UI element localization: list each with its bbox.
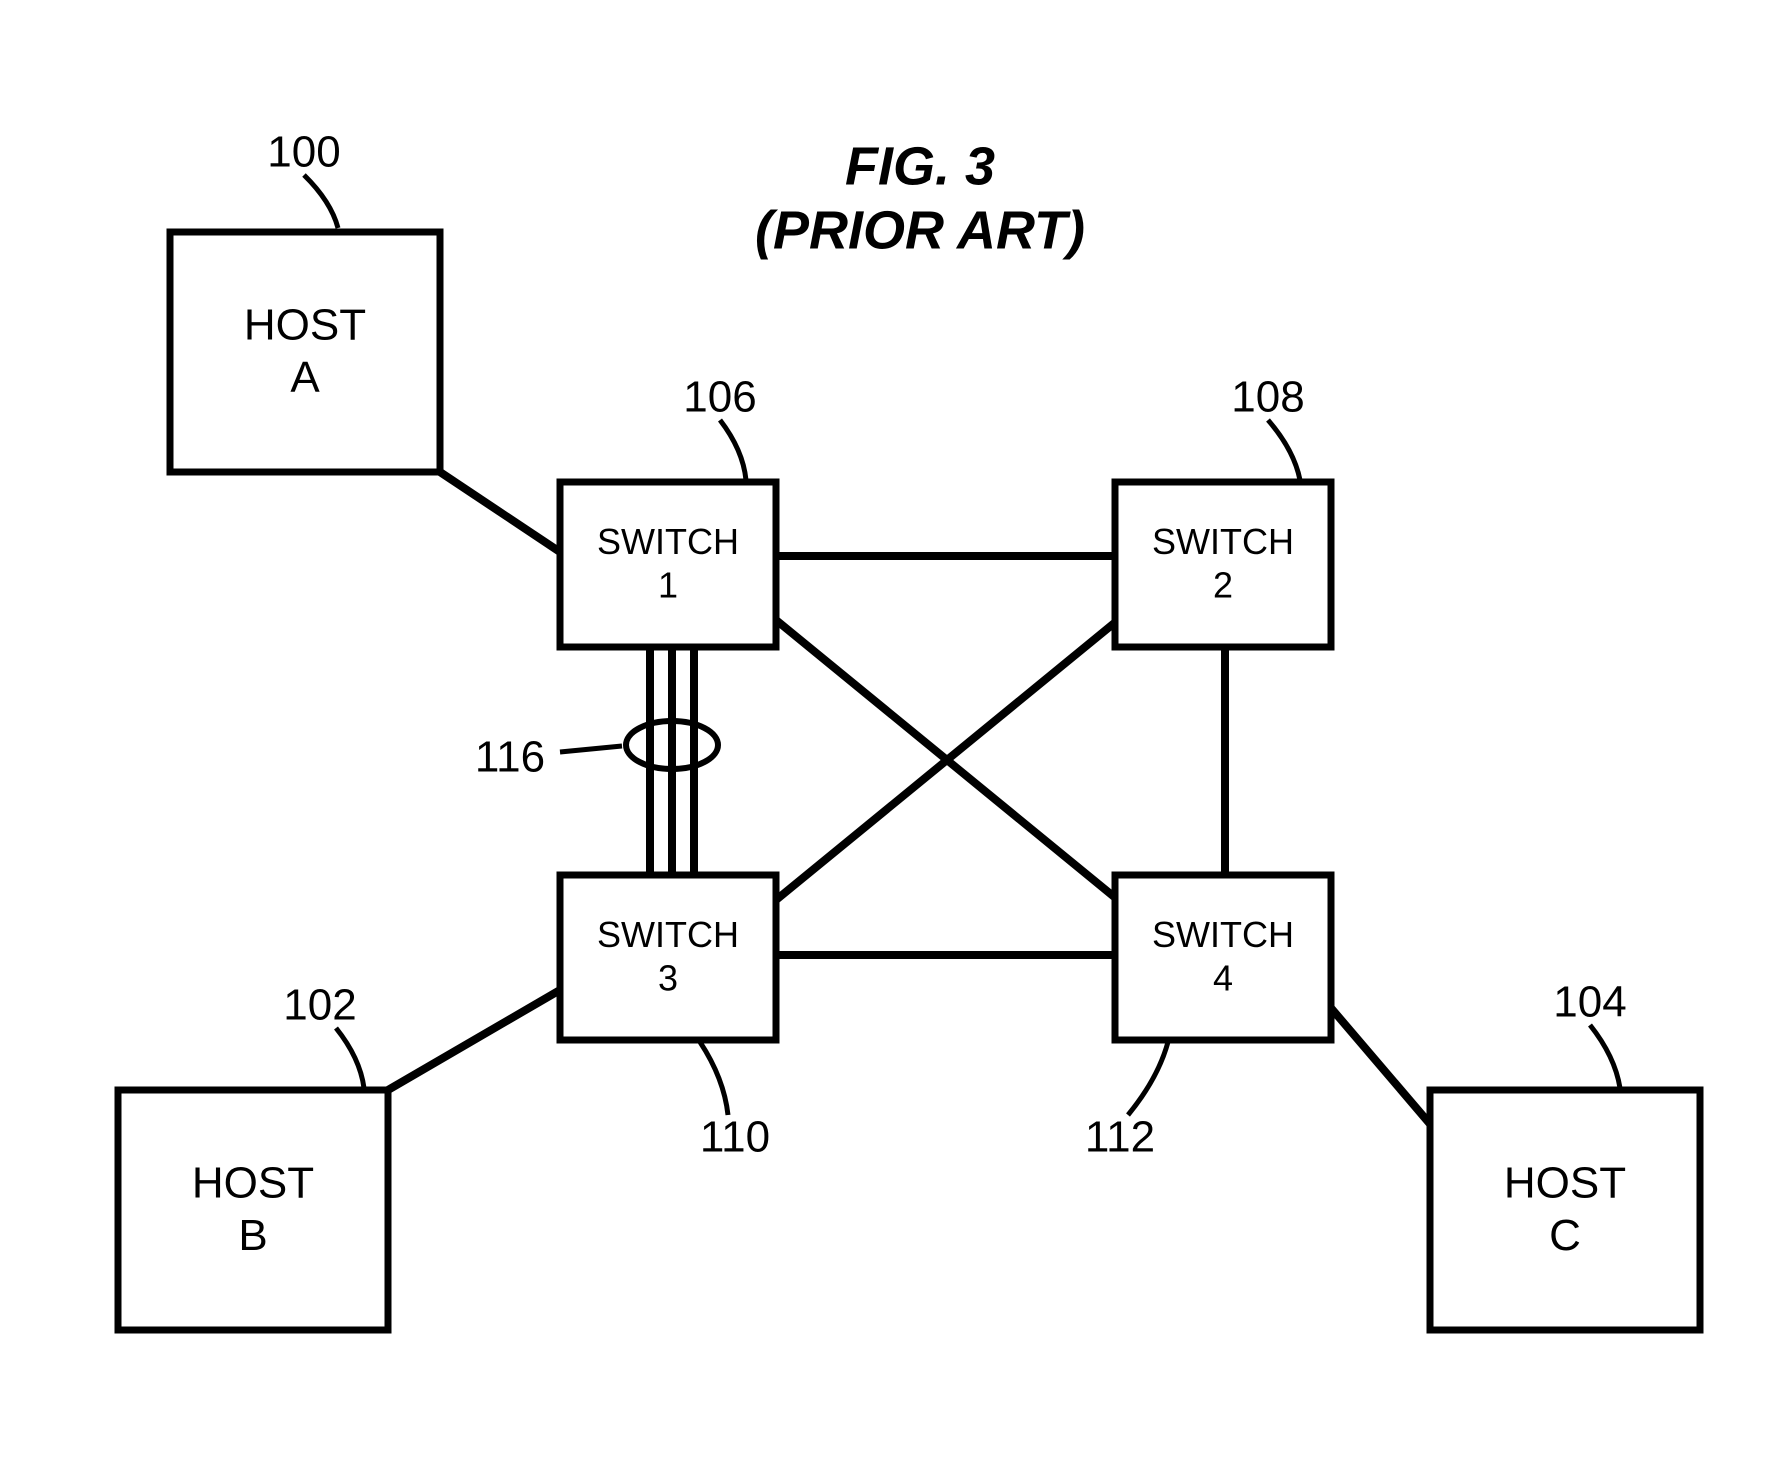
node-host_a-label2: A <box>290 353 320 402</box>
node-host_a-ref-leader <box>304 175 338 228</box>
node-host_b-label1: HOST <box>192 1158 314 1207</box>
node-switch_2-ref: 108 <box>1231 373 1304 422</box>
node-host_c-ref: 104 <box>1553 978 1626 1027</box>
node-switch_2: SWITCH2 108 <box>1115 373 1331 647</box>
node-host_b-ref-leader <box>336 1028 364 1088</box>
trunk-group: 116 <box>475 647 718 875</box>
node-host_c-ref-leader <box>1590 1025 1620 1088</box>
node-switch_1-ref: 106 <box>683 373 756 422</box>
node-host_a-box <box>170 232 440 472</box>
node-switch_2-label1: SWITCH <box>1152 521 1294 562</box>
node-switch_3-label1: SWITCH <box>597 914 739 955</box>
trunk-ref-label: 116 <box>475 733 545 782</box>
node-host_a-ref: 100 <box>267 128 340 177</box>
node-switch_4-label2: 4 <box>1213 957 1233 998</box>
node-host_c-box <box>1430 1090 1700 1330</box>
node-switch_3-ref: 110 <box>700 1113 770 1162</box>
edge-host_b-switch_3 <box>388 990 560 1090</box>
node-switch_4-ref-leader <box>1128 1042 1168 1115</box>
node-switch_4: SWITCH4 112 <box>1085 875 1331 1162</box>
node-host_b: HOSTB 102 <box>118 981 388 1330</box>
node-switch_1: SWITCH1 106 <box>560 373 776 647</box>
node-switch_1-label2: 1 <box>658 564 678 605</box>
node-switch_2-ref-leader <box>1268 420 1300 480</box>
node-switch_1-label1: SWITCH <box>597 521 739 562</box>
node-switch_4-label1: SWITCH <box>1152 914 1294 955</box>
node-switch_3: SWITCH3 110 <box>560 875 776 1162</box>
node-host_b-box <box>118 1090 388 1330</box>
figure-title-line1: FIG. 3 <box>845 136 995 196</box>
node-host_a: HOSTA 100 <box>170 128 440 472</box>
node-host_b-label2: B <box>238 1211 267 1260</box>
node-switch_3-ref-leader <box>700 1042 728 1115</box>
trunk-ref-leader <box>560 746 622 752</box>
node-host_c-label2: C <box>1549 1211 1581 1260</box>
figure-title-line2: (PRIOR ART) <box>755 200 1085 260</box>
node-switch_1-ref-leader <box>720 420 746 480</box>
node-switch_3-label2: 3 <box>658 957 678 998</box>
diagram-canvas: FIG. 3 (PRIOR ART) 116 HOSTA100HOSTB102H… <box>0 0 1774 1471</box>
node-host_c: HOSTC 104 <box>1430 978 1700 1330</box>
node-switch_2-label2: 2 <box>1213 564 1233 605</box>
node-host_b-ref: 102 <box>283 981 356 1030</box>
node-host_c-label1: HOST <box>1504 1158 1626 1207</box>
edge-host_a-switch_1 <box>440 472 560 552</box>
edge-host_c-switch_4 <box>1331 1008 1430 1124</box>
node-host_a-label1: HOST <box>244 300 366 349</box>
node-switch_4-ref: 112 <box>1085 1113 1155 1162</box>
